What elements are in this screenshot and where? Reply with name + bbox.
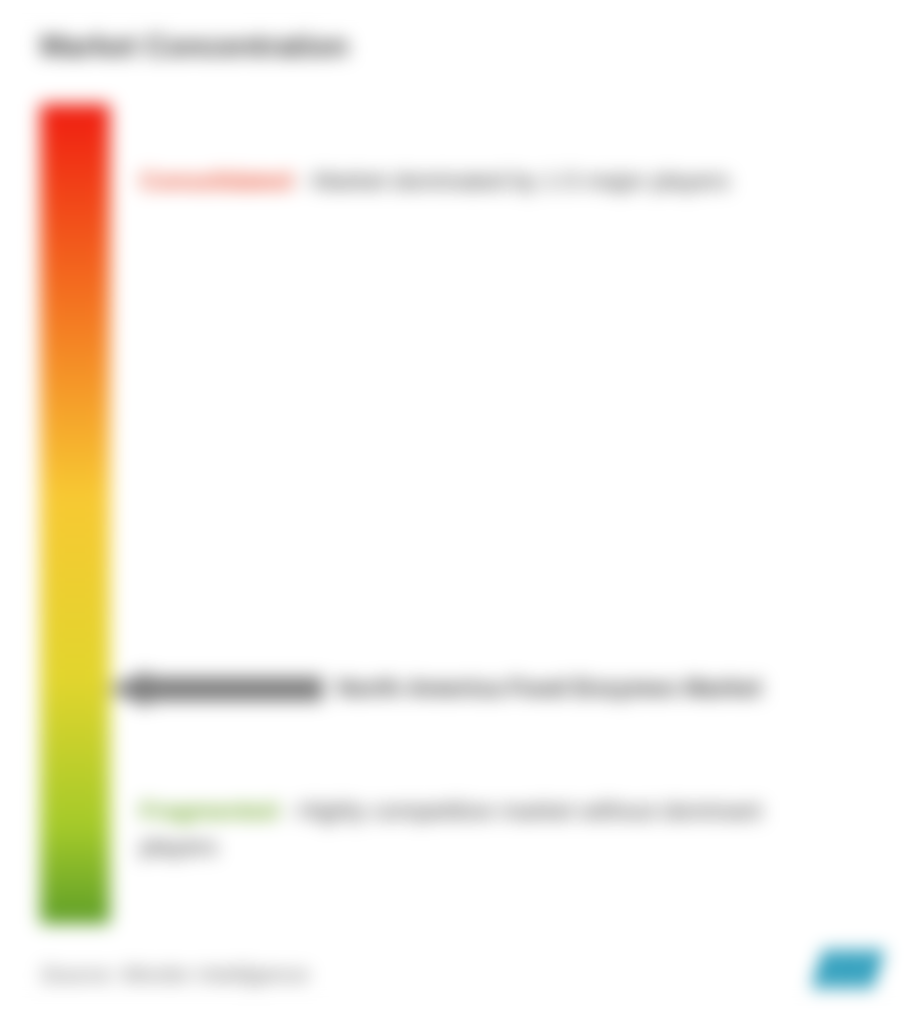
consolidated-rest: - Market dominated by 1-5 major players [292,168,730,195]
fragmented-label: Fragmented - Highly competitive market w… [140,794,820,866]
labels-area: Consolidated - Market dominated by 1-5 m… [140,104,881,924]
content-area: Consolidated - Market dominated by 1-5 m… [40,104,881,934]
consolidated-keyword: Consolidated [140,168,292,195]
source-text: Source: Mordor Intelligence [40,962,309,988]
marker-row: North America Food Enzymes Market [108,672,762,706]
footer: Source: Mordor Intelligence [40,950,881,988]
brand-logo [818,950,881,988]
consolidated-label: Consolidated - Market dominated by 1-5 m… [140,164,730,200]
page-title: Market Concentration [40,30,881,64]
marker-arrow-icon [108,672,323,706]
marker-label: North America Food Enzymes Market [337,675,762,703]
concentration-gradient-bar [40,104,110,924]
fragmented-keyword: Fragmented [140,798,277,825]
infographic-container: Market Concentration Consolidated - Mark… [0,0,921,1010]
